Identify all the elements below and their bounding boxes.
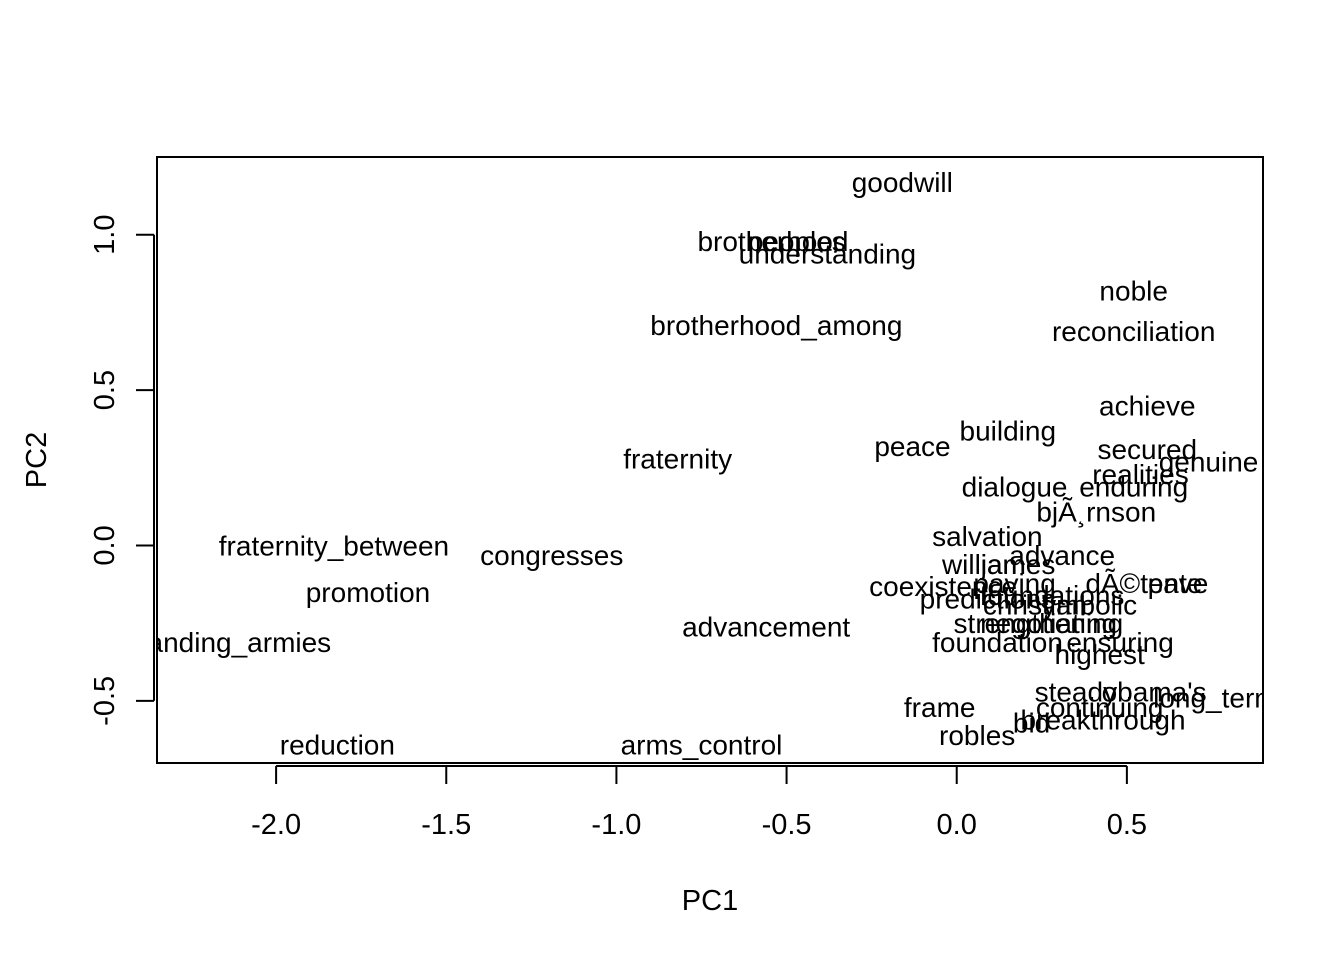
word-point: paving [973,568,1056,599]
word-point: salvation [932,521,1043,552]
x-tick-label: -0.5 [762,809,812,841]
word-point: ensuring [1066,627,1173,658]
plot-frame [156,156,1264,764]
word-point: steady [1035,677,1118,708]
word-point: frame [904,692,976,723]
y-axis-label: PC2 [21,432,53,488]
word-point: foundation [932,627,1063,658]
word-point: negotiating [980,608,1117,639]
word-point: reconciliation [1052,316,1215,347]
word-point: goodwill [852,167,953,198]
word-point: congresses [480,540,623,571]
x-tick-label: 0.0 [937,809,977,841]
x-tick-label: -1.0 [591,809,641,841]
word-point: brotherhood_among [650,310,902,341]
x-tick-label: 0.5 [1107,809,1147,841]
word-point: breakthrough [1021,704,1186,735]
word-point: enduring [1079,471,1188,502]
word-point: james [980,549,1056,580]
word-point: dÃ©tente [1085,568,1202,599]
word-point: highest [1055,639,1146,670]
word-point: understanding [739,238,916,269]
word-point: bjÃ¸rnson [1036,496,1156,528]
word-point: peoples [748,226,846,257]
word-point: bid [1013,708,1050,739]
word-point: secured [1097,434,1197,465]
word-point: christian [983,590,1087,621]
word-point: noble [1099,276,1168,307]
y-axis: -0.5 0.0 0.5 1.0 [89,215,155,726]
word-point: fraternity [623,443,732,474]
word-point: reduction [280,729,395,760]
word-point: advance [1009,540,1115,571]
word-point: standing_armies [126,627,331,658]
y-tick-label: 1.0 [89,215,121,255]
word-point: realities [1092,459,1188,490]
x-tick-label: -1.5 [421,809,471,841]
word-point: long_term [1153,683,1278,714]
word-point: building [960,415,1057,446]
word-point: foundations [980,580,1125,611]
word-point: robles [939,720,1015,751]
word-point: strengthening [954,608,1124,639]
word-point: continuing [1036,692,1164,723]
word-point: arms_control [621,729,783,760]
word-point: brotherhood [697,226,848,257]
y-tick-label: 0.5 [89,370,121,410]
word-point: obama's [1102,677,1207,708]
word-point: achieve [1099,391,1196,422]
word-point: william [941,549,1026,580]
word-point: dialogue [962,471,1068,502]
word-point: symbolic [1028,590,1137,621]
word-point: coexistence [869,571,1017,602]
x-axis: -2.0 -1.5 -1.0 -0.5 0.0 0.5 [251,765,1147,841]
word-point: fraternity_between [219,530,449,561]
word-point: advancement [682,611,850,642]
y-tick-label: -0.5 [89,676,121,726]
word-point: pave [1148,568,1209,599]
word-point: promotion [306,577,431,608]
word-point: genuine [1159,447,1259,478]
x-axis-label: PC1 [682,885,738,917]
word-point: predictions [920,583,1055,614]
word-point: peace [874,431,950,462]
x-tick-label: -2.0 [251,809,301,841]
y-tick-label: 0.0 [89,525,121,565]
